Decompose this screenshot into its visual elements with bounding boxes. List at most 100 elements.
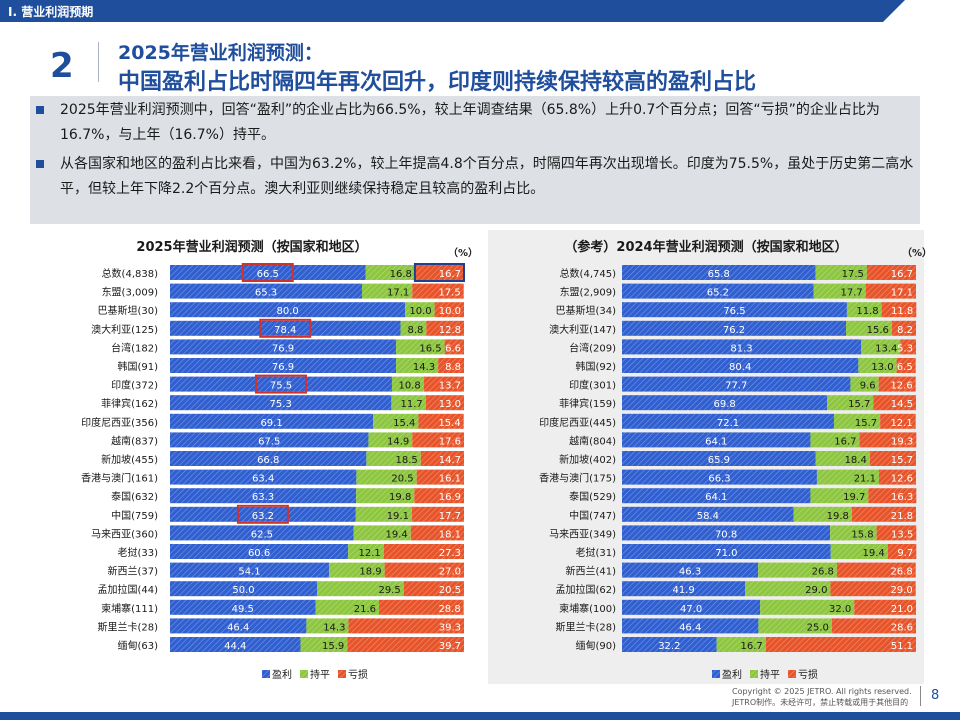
chart-panel-2025: 2025年营业利润预测（按国家和地区） （%） 总数(4,838) 66.5 16.…: [24, 230, 480, 684]
bar-loss: [868, 488, 917, 504]
data-label-flat: 14.3: [323, 622, 345, 633]
data-label-loss: 5.3: [897, 343, 913, 354]
bar-profit: [170, 637, 301, 652]
category-label: 柬埔寨(100): [559, 602, 616, 615]
bar-flat: [391, 395, 426, 411]
bar-profit: [622, 358, 859, 373]
data-label-loss: 39.7: [439, 641, 461, 652]
bar-profit: [170, 395, 392, 411]
data-label-loss: 12.6: [890, 381, 912, 392]
data-label-profit: 46.3: [679, 567, 701, 578]
data-label-flat: 18.5: [396, 455, 418, 466]
data-label-flat: 10.8: [398, 381, 420, 392]
data-label-profit: 62.5: [251, 529, 273, 540]
bar-loss: [348, 618, 464, 634]
chart-title: （参考）2024年营业利润预测（按国家和地区）: [564, 240, 848, 255]
data-label-loss: 14.7: [439, 455, 461, 466]
data-label-flat: 32.0: [829, 604, 851, 615]
highlight-box-profit: [236, 504, 289, 524]
data-label-profit: 63.4: [252, 474, 274, 485]
data-label-profit: 65.3: [255, 288, 277, 299]
bar-loss: [411, 506, 464, 522]
category-label: 缅甸(63): [117, 639, 158, 652]
category-label: 缅甸(90): [575, 639, 616, 652]
page-title-line2: 中国盈利占比时隔四年再次回升，印度则持续保持较高的盈利占比: [118, 70, 757, 95]
data-label-profit: 66.5: [257, 269, 279, 280]
data-label-flat: 18.9: [359, 567, 381, 578]
bar-profit: [622, 562, 759, 578]
data-label-profit: 72.1: [717, 418, 739, 429]
data-label-profit: 46.4: [679, 622, 701, 633]
bar-loss: [347, 637, 464, 652]
bar-flat: [355, 506, 412, 522]
bar-flat: [846, 320, 892, 336]
bar-loss: [403, 581, 464, 597]
category-label: 柬埔寨(111): [101, 602, 158, 615]
bar-loss: [891, 320, 916, 336]
data-label-flat: 21.6: [354, 604, 376, 615]
data-label-profit: 75.3: [270, 399, 292, 410]
bar-profit: [622, 525, 831, 541]
category-label: 新西兰(41): [565, 565, 616, 578]
bar-loss: [418, 413, 464, 429]
data-label-flat: 15.9: [322, 641, 344, 652]
chart-svg-2024: 总数(4,745) 65.8 17.5 16.7 东盟(2,909) 65.2 17.7 17…: [539, 265, 917, 681]
bar-loss: [878, 376, 916, 392]
bar-profit: [622, 618, 759, 634]
data-label-profit: 32.2: [658, 641, 680, 652]
data-label-loss: 17.1: [891, 288, 913, 299]
bar-profit: [170, 488, 357, 504]
data-label-flat: 10.0: [409, 306, 431, 317]
data-label-flat: 15.7: [848, 399, 870, 410]
summary-box: 2025年营业利润预测中，回答“盈利”的企业占比为66.5%，较上年调查结果（6…: [30, 96, 920, 224]
bar-profit: [622, 469, 817, 485]
data-label-flat: 16.5: [419, 343, 441, 354]
chart-unit: （%）: [902, 248, 933, 259]
category-label: 中国(759): [111, 509, 158, 522]
data-label-loss: 12.6: [891, 474, 913, 485]
bar-loss: [438, 358, 464, 373]
footer-copyright: Copyright © 2025 JETRO. All rights reser…: [732, 686, 912, 708]
bar-profit: [622, 265, 816, 280]
bar-profit: [170, 265, 366, 280]
blue-square-icon: [712, 670, 720, 678]
data-label-flat: 26.8: [812, 567, 834, 578]
data-label-profit: 75.5: [270, 381, 292, 392]
summary-bullet-text: 2025年营业利润预测中，回答“盈利”的企业占比为66.5%，较上年调查结果（6…: [60, 102, 880, 143]
bottom-bar: [0, 712, 960, 720]
bar-profit: [622, 283, 814, 299]
data-label-loss: 12.1: [890, 418, 912, 429]
category-label: 新西兰(37): [107, 565, 158, 578]
legend-label-loss: 亏损: [798, 668, 818, 681]
data-label-loss: 6.5: [897, 362, 913, 373]
bar-flat: [827, 395, 874, 411]
category-label: 孟加拉国(44): [97, 583, 158, 596]
bar-loss: [423, 376, 464, 392]
bar-loss: [865, 283, 916, 299]
bar-profit: [170, 451, 367, 466]
data-label-profit: 67.5: [258, 436, 280, 447]
bar-flat: [830, 544, 888, 559]
category-label: 老挝(31): [575, 546, 616, 559]
data-label-profit: 58.4: [697, 511, 719, 522]
category-label: 香港与澳门(175): [539, 472, 616, 485]
bar-profit: [622, 413, 834, 429]
bar-profit: [622, 395, 828, 411]
data-label-loss: 29.0: [890, 585, 912, 596]
data-label-flat: 13.4: [875, 343, 897, 354]
bar-flat: [396, 358, 439, 373]
data-label-profit: 70.8: [715, 529, 737, 540]
data-label-flat: 15.8: [851, 529, 873, 540]
summary-bullet-text: 从各国家和地区的盈利占比来看，中国为63.2%，较上年提高4.8个百分点，时隔四…: [60, 156, 914, 197]
bar-profit: [622, 637, 717, 652]
data-label-flat: 11.8: [856, 306, 878, 317]
data-label-profit: 80.0: [276, 306, 298, 317]
data-label-profit: 77.7: [725, 381, 747, 392]
category-label: 印度尼西亚(356): [81, 416, 158, 429]
bar-flat: [850, 376, 879, 392]
bar-flat: [361, 283, 413, 299]
bar-loss: [866, 265, 916, 280]
data-label-profit: 80.4: [729, 362, 751, 373]
data-label-loss: 15.4: [438, 418, 460, 429]
data-label-loss: 19.3: [891, 436, 913, 447]
